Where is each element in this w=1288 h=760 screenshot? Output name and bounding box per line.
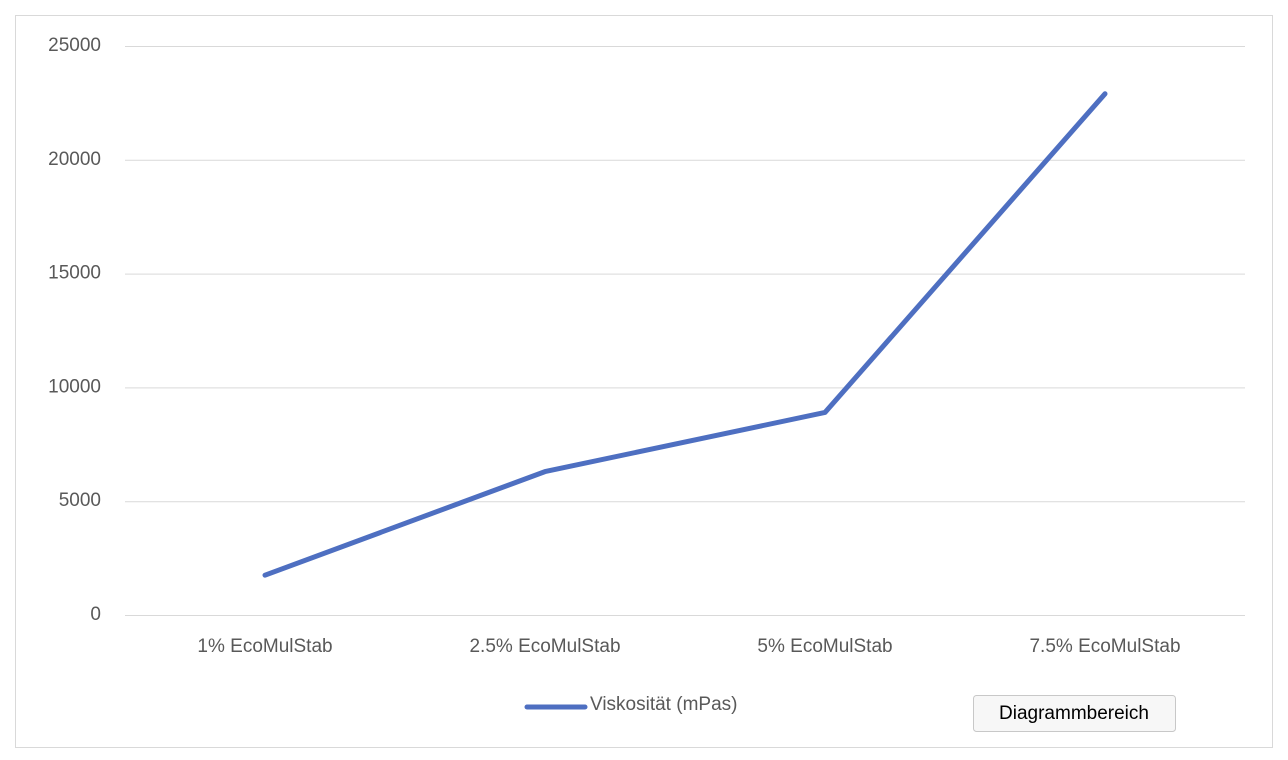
y-tick-label: 0 [90,604,101,625]
data-line [262,91,1108,578]
x-tick-label: 5% EcoMulStab [757,636,892,657]
x-tick-label: 2.5% EcoMulStab [469,636,620,657]
y-tick-label: 25000 [48,35,101,56]
tooltip-box [973,695,1176,732]
chart-area [15,15,1273,748]
y-tick-label: 20000 [48,149,101,170]
legend-label: Viskosität (mPas) [590,694,737,715]
y-tick-label: 10000 [48,376,101,397]
y-tick-label: 15000 [48,263,101,284]
x-tick-label: 7.5% EcoMulStab [1029,636,1180,657]
tooltip: Diagrammbereich [973,695,1176,732]
x-tick-label: 1% EcoMulStab [197,636,332,657]
y-tick-label: 5000 [59,490,101,511]
tooltip-text: Diagrammbereich [999,703,1149,724]
